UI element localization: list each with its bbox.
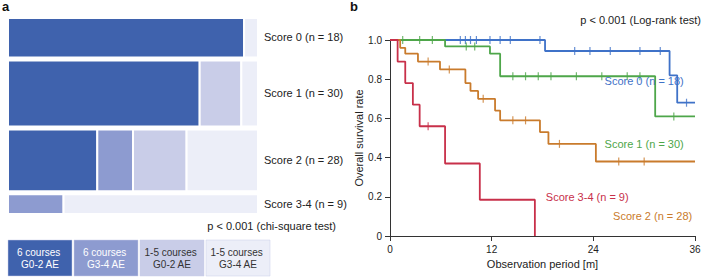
- svg-text:0: 0: [376, 231, 382, 242]
- svg-text:Score 3-4 (n = 9): Score 3-4 (n = 9): [546, 191, 629, 203]
- svg-text:Score 1 (n = 30): Score 1 (n = 30): [264, 87, 343, 99]
- svg-text:G0-2 AE: G0-2 AE: [21, 259, 59, 270]
- svg-text:Observation period [m]: Observation period [m]: [487, 258, 598, 270]
- svg-text:0: 0: [387, 244, 393, 255]
- svg-text:Overall survival rate: Overall survival rate: [353, 89, 365, 186]
- svg-text:0.6: 0.6: [368, 113, 382, 124]
- svg-text:0.2: 0.2: [368, 191, 382, 202]
- svg-text:b: b: [350, 0, 358, 14]
- svg-text:1.0: 1.0: [368, 35, 382, 46]
- svg-text:Score 1 (n = 30): Score 1 (n = 30): [605, 138, 684, 150]
- svg-text:24: 24: [588, 244, 600, 255]
- svg-text:G3-4 AE: G3-4 AE: [219, 259, 257, 270]
- svg-text:6 courses: 6 courses: [83, 247, 129, 258]
- svg-text:36: 36: [689, 244, 701, 255]
- svg-text:p < 0.001 (chi-square test): p < 0.001 (chi-square test): [207, 220, 336, 232]
- svg-text:0.8: 0.8: [368, 74, 382, 85]
- svg-text:Score 3-4 (n = 9): Score 3-4 (n = 9): [264, 198, 347, 210]
- svg-text:12: 12: [486, 244, 498, 255]
- svg-text:1-5 courses: 1-5 courses: [210, 247, 265, 258]
- svg-text:1-5 courses: 1-5 courses: [144, 247, 199, 258]
- svg-text:Score 0 (n = 18): Score 0 (n = 18): [605, 75, 684, 87]
- svg-text:G3-4 AE: G3-4 AE: [87, 259, 125, 270]
- svg-text:Score 2 (n = 28): Score 2 (n = 28): [264, 154, 343, 166]
- svg-text:Score 2 (n = 28): Score 2 (n = 28): [613, 210, 692, 222]
- svg-text:6 courses: 6 courses: [17, 247, 63, 258]
- svg-text:Score 0 (n = 18): Score 0 (n = 18): [264, 31, 343, 43]
- svg-text:0.4: 0.4: [368, 152, 382, 163]
- svg-text:p < 0.001 (Log-rank test): p < 0.001 (Log-rank test): [580, 14, 701, 26]
- svg-text:a: a: [2, 0, 10, 14]
- svg-text:G0-2 AE: G0-2 AE: [153, 259, 191, 270]
